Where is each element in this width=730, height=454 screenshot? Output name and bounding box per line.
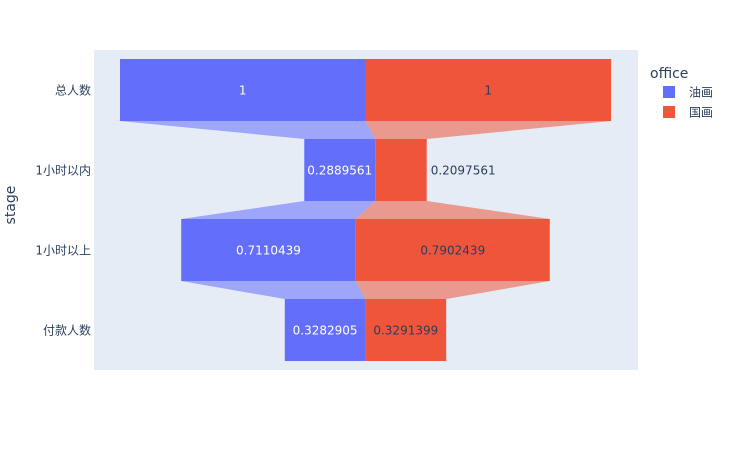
connector-3-series-2: [355, 281, 550, 299]
data-label-series-1-1: 1: [239, 84, 247, 98]
connector-layer: [120, 121, 611, 299]
connector-2-series-2: [355, 201, 550, 219]
legend-label-1[interactable]: 油画: [689, 86, 713, 100]
bar-series-2-3[interactable]: [355, 219, 550, 281]
legend-swatch-1[interactable]: [663, 86, 675, 98]
data-label-series-2-1: 1: [484, 84, 492, 98]
data-label-series-2-4: 0.3291399: [373, 324, 438, 338]
category-tick-label: 1小时以上: [35, 244, 91, 258]
bar-series-1-2[interactable]: [304, 139, 376, 201]
connector-2-series-1: [181, 201, 376, 219]
category-tick-label: 总人数: [55, 83, 91, 98]
bar-series-1-1[interactable]: [120, 59, 366, 121]
bar-series-2-2[interactable]: [375, 139, 427, 201]
legend-swatch-2[interactable]: [663, 106, 675, 118]
bar-label-layer: 1 1 0.2889561 0.2097561 0.7110439 0.7902439 0.…: [236, 84, 496, 338]
bar-layer: [120, 59, 611, 361]
data-label-series-2-3: 0.7902439: [420, 244, 485, 258]
data-label-series-1-2: 0.2889561: [307, 164, 372, 178]
category-tick-label: 1小时以内: [35, 164, 91, 178]
category-tick-label: 付款人数: [43, 323, 91, 338]
y-axis-title: stage: [3, 186, 19, 225]
bar-series-1-4[interactable]: [284, 299, 366, 361]
connector-1-series-2: [365, 121, 611, 139]
data-label-series-2-2: 0.2097561: [431, 164, 496, 178]
data-label-series-1-4: 0.3282905: [293, 324, 358, 338]
legend-label-2[interactable]: 国画: [689, 106, 713, 120]
connector-3-series-1: [181, 281, 366, 299]
bar-series-1-3[interactable]: [181, 219, 356, 281]
bar-series-2-4[interactable]: [365, 299, 447, 361]
connector-1-series-1: [120, 121, 376, 139]
data-label-series-1-3: 0.7110439: [236, 244, 301, 258]
bar-series-2-1[interactable]: [365, 59, 612, 121]
legend-title: office: [650, 66, 688, 82]
